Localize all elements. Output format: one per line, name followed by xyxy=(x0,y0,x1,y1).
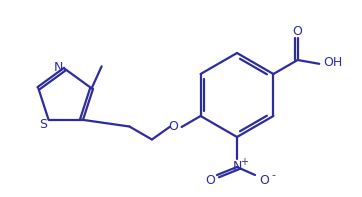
Text: N: N xyxy=(53,60,63,73)
Text: OH: OH xyxy=(324,56,343,69)
Text: O: O xyxy=(259,174,269,187)
Text: O: O xyxy=(293,24,303,37)
Text: N: N xyxy=(232,160,242,173)
Text: +: + xyxy=(240,157,248,167)
Text: O: O xyxy=(169,121,178,134)
Text: O: O xyxy=(205,174,215,187)
Text: S: S xyxy=(39,118,47,131)
Text: -: - xyxy=(271,170,275,180)
